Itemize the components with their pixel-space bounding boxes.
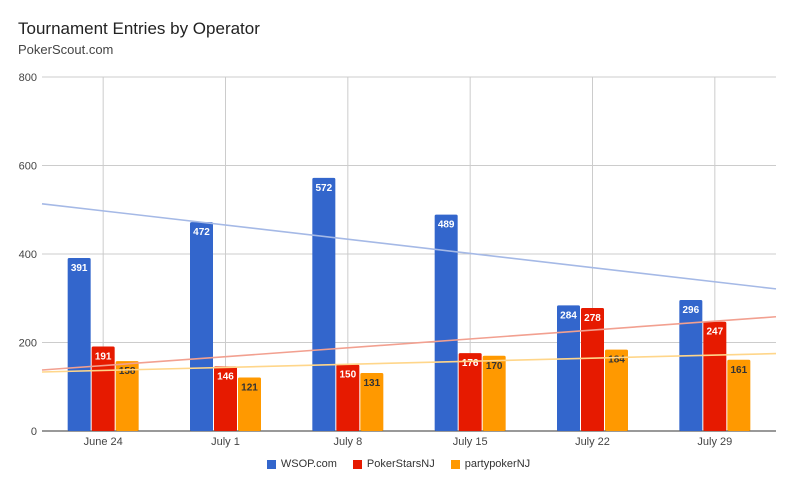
data-label: 191 [95, 351, 112, 362]
legend-label: PokerStarsNJ [366, 458, 435, 470]
bar-pokerstarsnj [458, 353, 482, 431]
data-label: 150 [339, 370, 356, 381]
bar-pokerstarsnj [91, 346, 115, 431]
bar-partypokernj [115, 361, 139, 431]
legend-item[interactable]: PokerStarsNJ [352, 458, 435, 470]
bar-wsop-com [312, 177, 336, 431]
legend-label: partypokerNJ [464, 458, 531, 470]
data-label: 121 [241, 382, 258, 393]
data-label: 131 [363, 378, 380, 389]
x-tick-label: June 24 [84, 436, 123, 448]
chart-subtitle: PokerScout.com [18, 42, 114, 57]
bar-partypokernj [482, 355, 506, 431]
data-label: 284 [560, 310, 577, 321]
data-label: 278 [584, 313, 601, 324]
y-tick-label: 0 [31, 426, 37, 438]
y-tick-label: 600 [19, 161, 37, 173]
x-tick-label: July 29 [697, 436, 732, 448]
bar-wsop-com [67, 257, 91, 431]
data-label: 472 [193, 227, 210, 238]
legend-item[interactable]: WSOP.com [266, 458, 337, 470]
legend-label: WSOP.com [280, 458, 337, 470]
data-label: 184 [608, 355, 625, 366]
data-label: 489 [438, 220, 455, 231]
y-tick-label: 200 [19, 338, 37, 350]
x-tick-label: July 8 [333, 436, 362, 448]
legend-swatch [266, 459, 276, 469]
bar-wsop-com [434, 214, 458, 431]
data-label: 146 [217, 371, 234, 382]
trendline-pokerstarsnj [41, 315, 777, 371]
bar-pokerstarsnj [703, 321, 727, 431]
legend-item[interactable]: partypokerNJ [450, 458, 531, 470]
bar-partypokernj [360, 373, 384, 431]
bar-wsop-com [557, 305, 580, 431]
x-tick-label: July 15 [453, 436, 488, 448]
data-label: 391 [71, 263, 88, 274]
bar-partypokernj [727, 359, 751, 431]
bar-wsop-com [190, 222, 213, 431]
data-label: 572 [315, 183, 332, 194]
x-tick-label: July 22 [575, 436, 610, 448]
y-tick-label: 800 [19, 72, 37, 84]
bar-pokerstarsnj [581, 307, 604, 431]
y-tick-label: 400 [19, 249, 37, 261]
legend-swatch [352, 459, 362, 469]
legend: WSOP.com PokerStarsNJ partypokerNJ [0, 458, 797, 470]
legend-swatch [450, 459, 460, 469]
data-label: 158 [119, 366, 136, 377]
chart-title: Tournament Entries by Operator [18, 19, 260, 38]
x-tick-label: July 1 [211, 436, 240, 448]
bar-partypokernj [605, 349, 628, 431]
bar-pokerstarsnj [214, 366, 237, 431]
trendline-wsop-com [41, 202, 777, 290]
data-label: 176 [462, 358, 479, 369]
data-label: 170 [486, 361, 503, 372]
bar-partypokernj [238, 377, 261, 431]
data-label: 247 [706, 327, 723, 338]
bar-pokerstarsnj [336, 364, 360, 431]
bar-wsop-com [679, 300, 703, 431]
data-label: 161 [730, 365, 747, 376]
data-label: 296 [682, 305, 699, 316]
trendline-partypokernj [41, 352, 777, 373]
